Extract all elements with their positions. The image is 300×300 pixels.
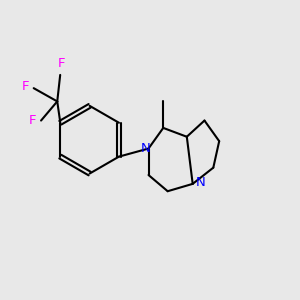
Text: F: F [58,58,65,70]
Text: F: F [29,114,37,127]
Text: N: N [141,142,151,155]
Text: N: N [196,176,206,189]
Text: F: F [22,80,29,93]
